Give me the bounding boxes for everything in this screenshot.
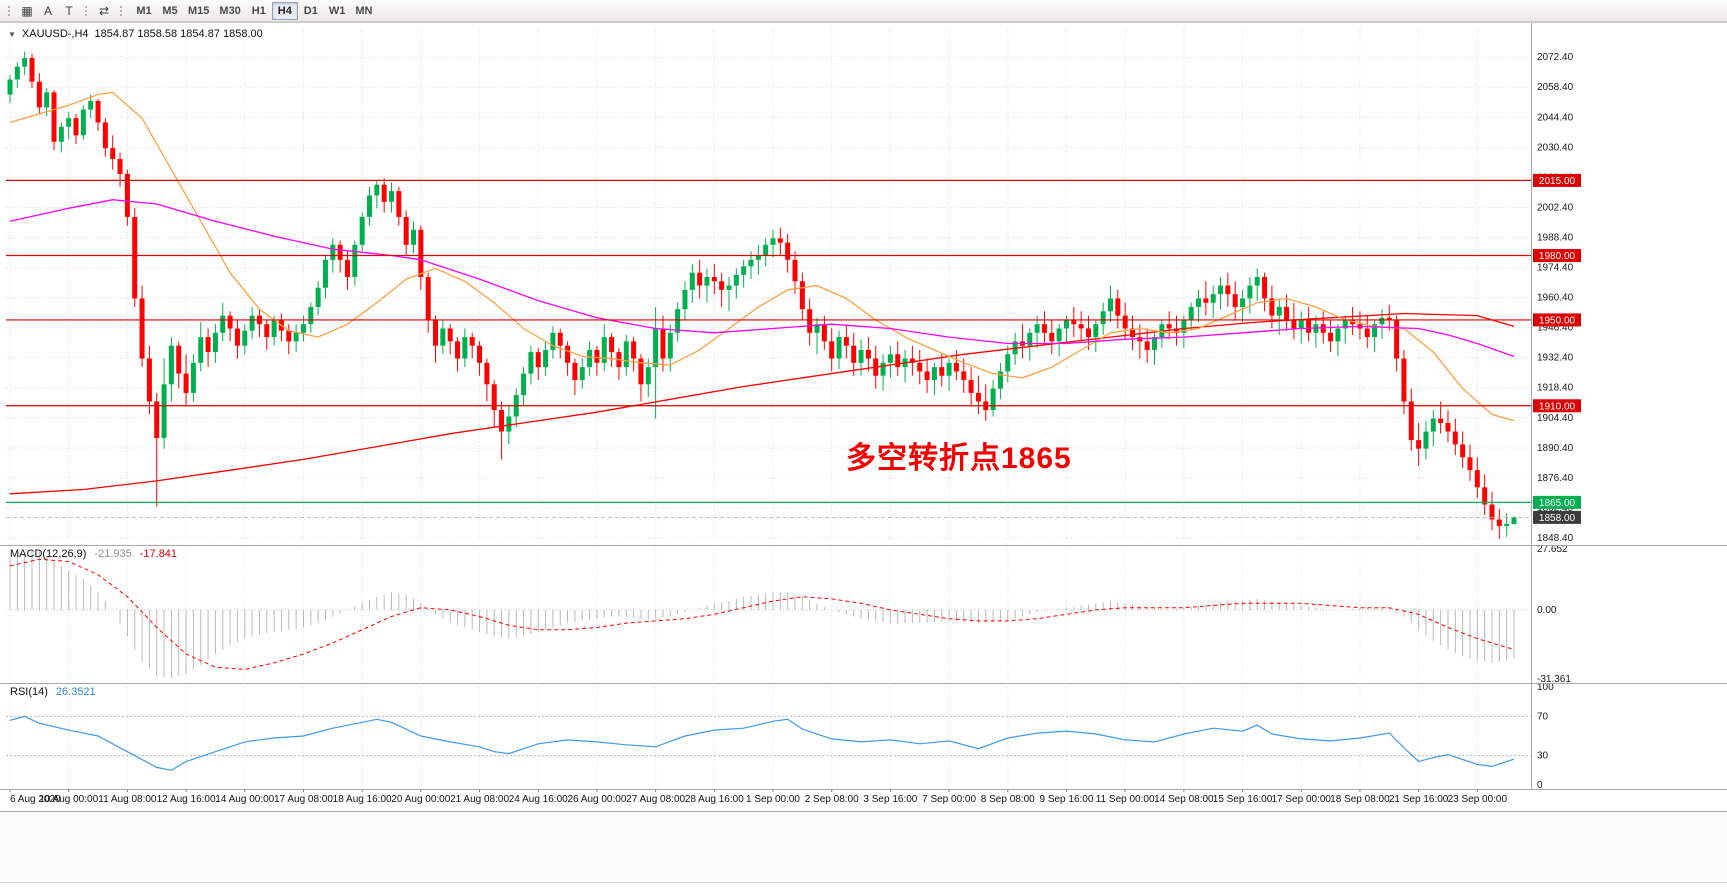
macd-indicator-label: MACD(12,26,9) -21.935 -17.841 xyxy=(10,548,177,560)
svg-text:1946.40: 1946.40 xyxy=(1537,323,1574,334)
chart-title: ▼ XAUUSD-,H4 1854.87 1858.58 1854.87 185… xyxy=(8,28,263,40)
svg-text:1 Sep 00:00: 1 Sep 00:00 xyxy=(746,794,800,805)
svg-text:1865.00: 1865.00 xyxy=(1539,498,1576,509)
svg-text:1890.40: 1890.40 xyxy=(1537,443,1574,454)
rsi-indicator-label: RSI(14) 26.3521 xyxy=(10,686,96,698)
svg-text:26 Aug 00:00: 26 Aug 00:00 xyxy=(567,794,626,805)
toolbar-drag-handle[interactable] xyxy=(84,3,89,18)
chart-annotation-text[interactable]: 多空转折点1865 xyxy=(846,442,1072,475)
svg-text:27.652: 27.652 xyxy=(1537,544,1568,555)
timeframes-toolbar: M1 M5 M15 M30 H1 H4 D1 W1 MN xyxy=(131,1,377,20)
svg-text:7 Sep 00:00: 7 Sep 00:00 xyxy=(922,794,976,805)
svg-text:18 Sep 08:00: 18 Sep 08:00 xyxy=(1330,794,1390,805)
svg-text:14 Sep 08:00: 14 Sep 08:00 xyxy=(1154,794,1214,805)
timeframe-button-d1[interactable]: D1 xyxy=(298,2,324,20)
svg-text:20 Aug 00:00: 20 Aug 00:00 xyxy=(391,794,450,805)
svg-text:2030.40: 2030.40 xyxy=(1537,142,1574,153)
text-annotation-tool-button[interactable]: A xyxy=(38,2,58,20)
svg-text:12 Aug 16:00: 12 Aug 16:00 xyxy=(157,794,216,805)
svg-text:18 Aug 16:00: 18 Aug 16:00 xyxy=(333,794,392,805)
svg-text:11 Sep 00:00: 11 Sep 00:00 xyxy=(1096,794,1155,805)
symbol-timeframe-label: XAUUSD-,H4 xyxy=(21,28,89,40)
svg-text:15 Sep 16:00: 15 Sep 16:00 xyxy=(1213,794,1273,805)
svg-text:2015.00: 2015.00 xyxy=(1539,176,1576,187)
svg-text:1858.00: 1858.00 xyxy=(1539,513,1576,524)
expand-arrow-icon[interactable]: ▼ xyxy=(8,29,16,39)
svg-text:1918.40: 1918.40 xyxy=(1537,383,1574,394)
cycle-arrows-icon: ⇄ xyxy=(98,3,110,18)
svg-text:24 Aug 16:00: 24 Aug 16:00 xyxy=(509,794,568,805)
timeframe-button-m30[interactable]: M30 xyxy=(214,2,245,20)
cycle-symbols-button[interactable]: ⇄ xyxy=(94,2,114,20)
svg-text:28 Aug 16:00: 28 Aug 16:00 xyxy=(685,794,744,805)
svg-text:2 Sep 08:00: 2 Sep 08:00 xyxy=(805,794,859,805)
svg-text:3 Sep 16:00: 3 Sep 16:00 xyxy=(863,794,917,805)
svg-text:0.00: 0.00 xyxy=(1537,605,1557,616)
timeframe-button-m5[interactable]: M5 xyxy=(157,2,183,20)
svg-text:1910.00: 1910.00 xyxy=(1539,401,1576,412)
timeframe-button-m1[interactable]: M1 xyxy=(131,2,157,20)
svg-text:1980.00: 1980.00 xyxy=(1539,251,1576,262)
svg-text:11 Aug 08:00: 11 Aug 08:00 xyxy=(98,794,157,805)
bottom-panel xyxy=(0,812,1727,896)
svg-text:70: 70 xyxy=(1537,711,1549,722)
svg-text:2058.40: 2058.40 xyxy=(1537,82,1574,93)
svg-text:10 Aug 00:00: 10 Aug 00:00 xyxy=(39,794,98,805)
grid-icon: ▦ xyxy=(21,3,33,18)
svg-text:1988.40: 1988.40 xyxy=(1537,232,1574,243)
svg-text:17 Aug 08:00: 17 Aug 08:00 xyxy=(274,794,333,805)
timeframe-button-mn[interactable]: MN xyxy=(350,2,377,20)
svg-text:1960.40: 1960.40 xyxy=(1537,293,1574,304)
text-t-icon: T xyxy=(65,3,73,18)
timeframe-button-m15[interactable]: M15 xyxy=(183,2,214,20)
timeframe-button-w1[interactable]: W1 xyxy=(324,2,351,20)
ohlc-values-label: 1854.87 1858.58 1854.87 1858.00 xyxy=(94,28,263,40)
svg-text:21 Aug 08:00: 21 Aug 08:00 xyxy=(450,794,509,805)
timeframe-button-h4[interactable]: H4 xyxy=(271,1,298,20)
svg-text:1974.40: 1974.40 xyxy=(1537,263,1574,274)
svg-text:2044.40: 2044.40 xyxy=(1537,112,1574,123)
svg-text:9 Sep 16:00: 9 Sep 16:00 xyxy=(1039,794,1093,805)
svg-text:1950.00: 1950.00 xyxy=(1539,315,1576,326)
toolbar-drag-handle[interactable] xyxy=(7,3,12,18)
svg-text:1876.40: 1876.40 xyxy=(1537,473,1574,484)
svg-text:21 Sep 16:00: 21 Sep 16:00 xyxy=(1389,794,1449,805)
svg-text:2072.40: 2072.40 xyxy=(1537,52,1574,63)
svg-text:8 Sep 08:00: 8 Sep 08:00 xyxy=(981,794,1035,805)
svg-text:17 Sep 00:00: 17 Sep 00:00 xyxy=(1271,794,1331,805)
svg-text:1932.40: 1932.40 xyxy=(1537,353,1574,364)
svg-text:23 Sep 00:00: 23 Sep 00:00 xyxy=(1448,794,1508,805)
svg-text:2002.40: 2002.40 xyxy=(1537,202,1574,213)
rsi-value: 26.3521 xyxy=(55,686,96,698)
svg-text:1904.40: 1904.40 xyxy=(1537,413,1574,424)
svg-text:0: 0 xyxy=(1537,780,1543,791)
macd-main-value: -21.935 xyxy=(94,548,132,560)
text-a-icon: A xyxy=(43,3,52,18)
toolbar-drag-handle[interactable] xyxy=(119,3,124,18)
svg-text:100: 100 xyxy=(1537,682,1554,693)
status-strip xyxy=(0,882,1727,896)
svg-text:30: 30 xyxy=(1537,751,1549,762)
toolbar: ▦ A T ⇄ M1 M5 M15 M30 H1 H4 D1 W1 MN xyxy=(0,0,1727,22)
svg-text:27 Aug 08:00: 27 Aug 08:00 xyxy=(626,794,685,805)
svg-text:6 Aug 2020: 6 Aug 2020 xyxy=(10,794,61,805)
grid-tool-button[interactable]: ▦ xyxy=(17,2,37,20)
svg-text:-31.361: -31.361 xyxy=(1537,674,1571,685)
timeframe-button-h1[interactable]: H1 xyxy=(246,2,272,20)
rsi-name-label: RSI(14) xyxy=(10,686,48,698)
macd-signal-value: -17.841 xyxy=(139,548,178,560)
text-tool-button[interactable]: T xyxy=(59,2,79,20)
macd-name-label: MACD(12,26,9) xyxy=(10,548,87,560)
svg-text:14 Aug 00:00: 14 Aug 00:00 xyxy=(215,794,274,805)
svg-text:1848.40: 1848.40 xyxy=(1537,533,1574,544)
